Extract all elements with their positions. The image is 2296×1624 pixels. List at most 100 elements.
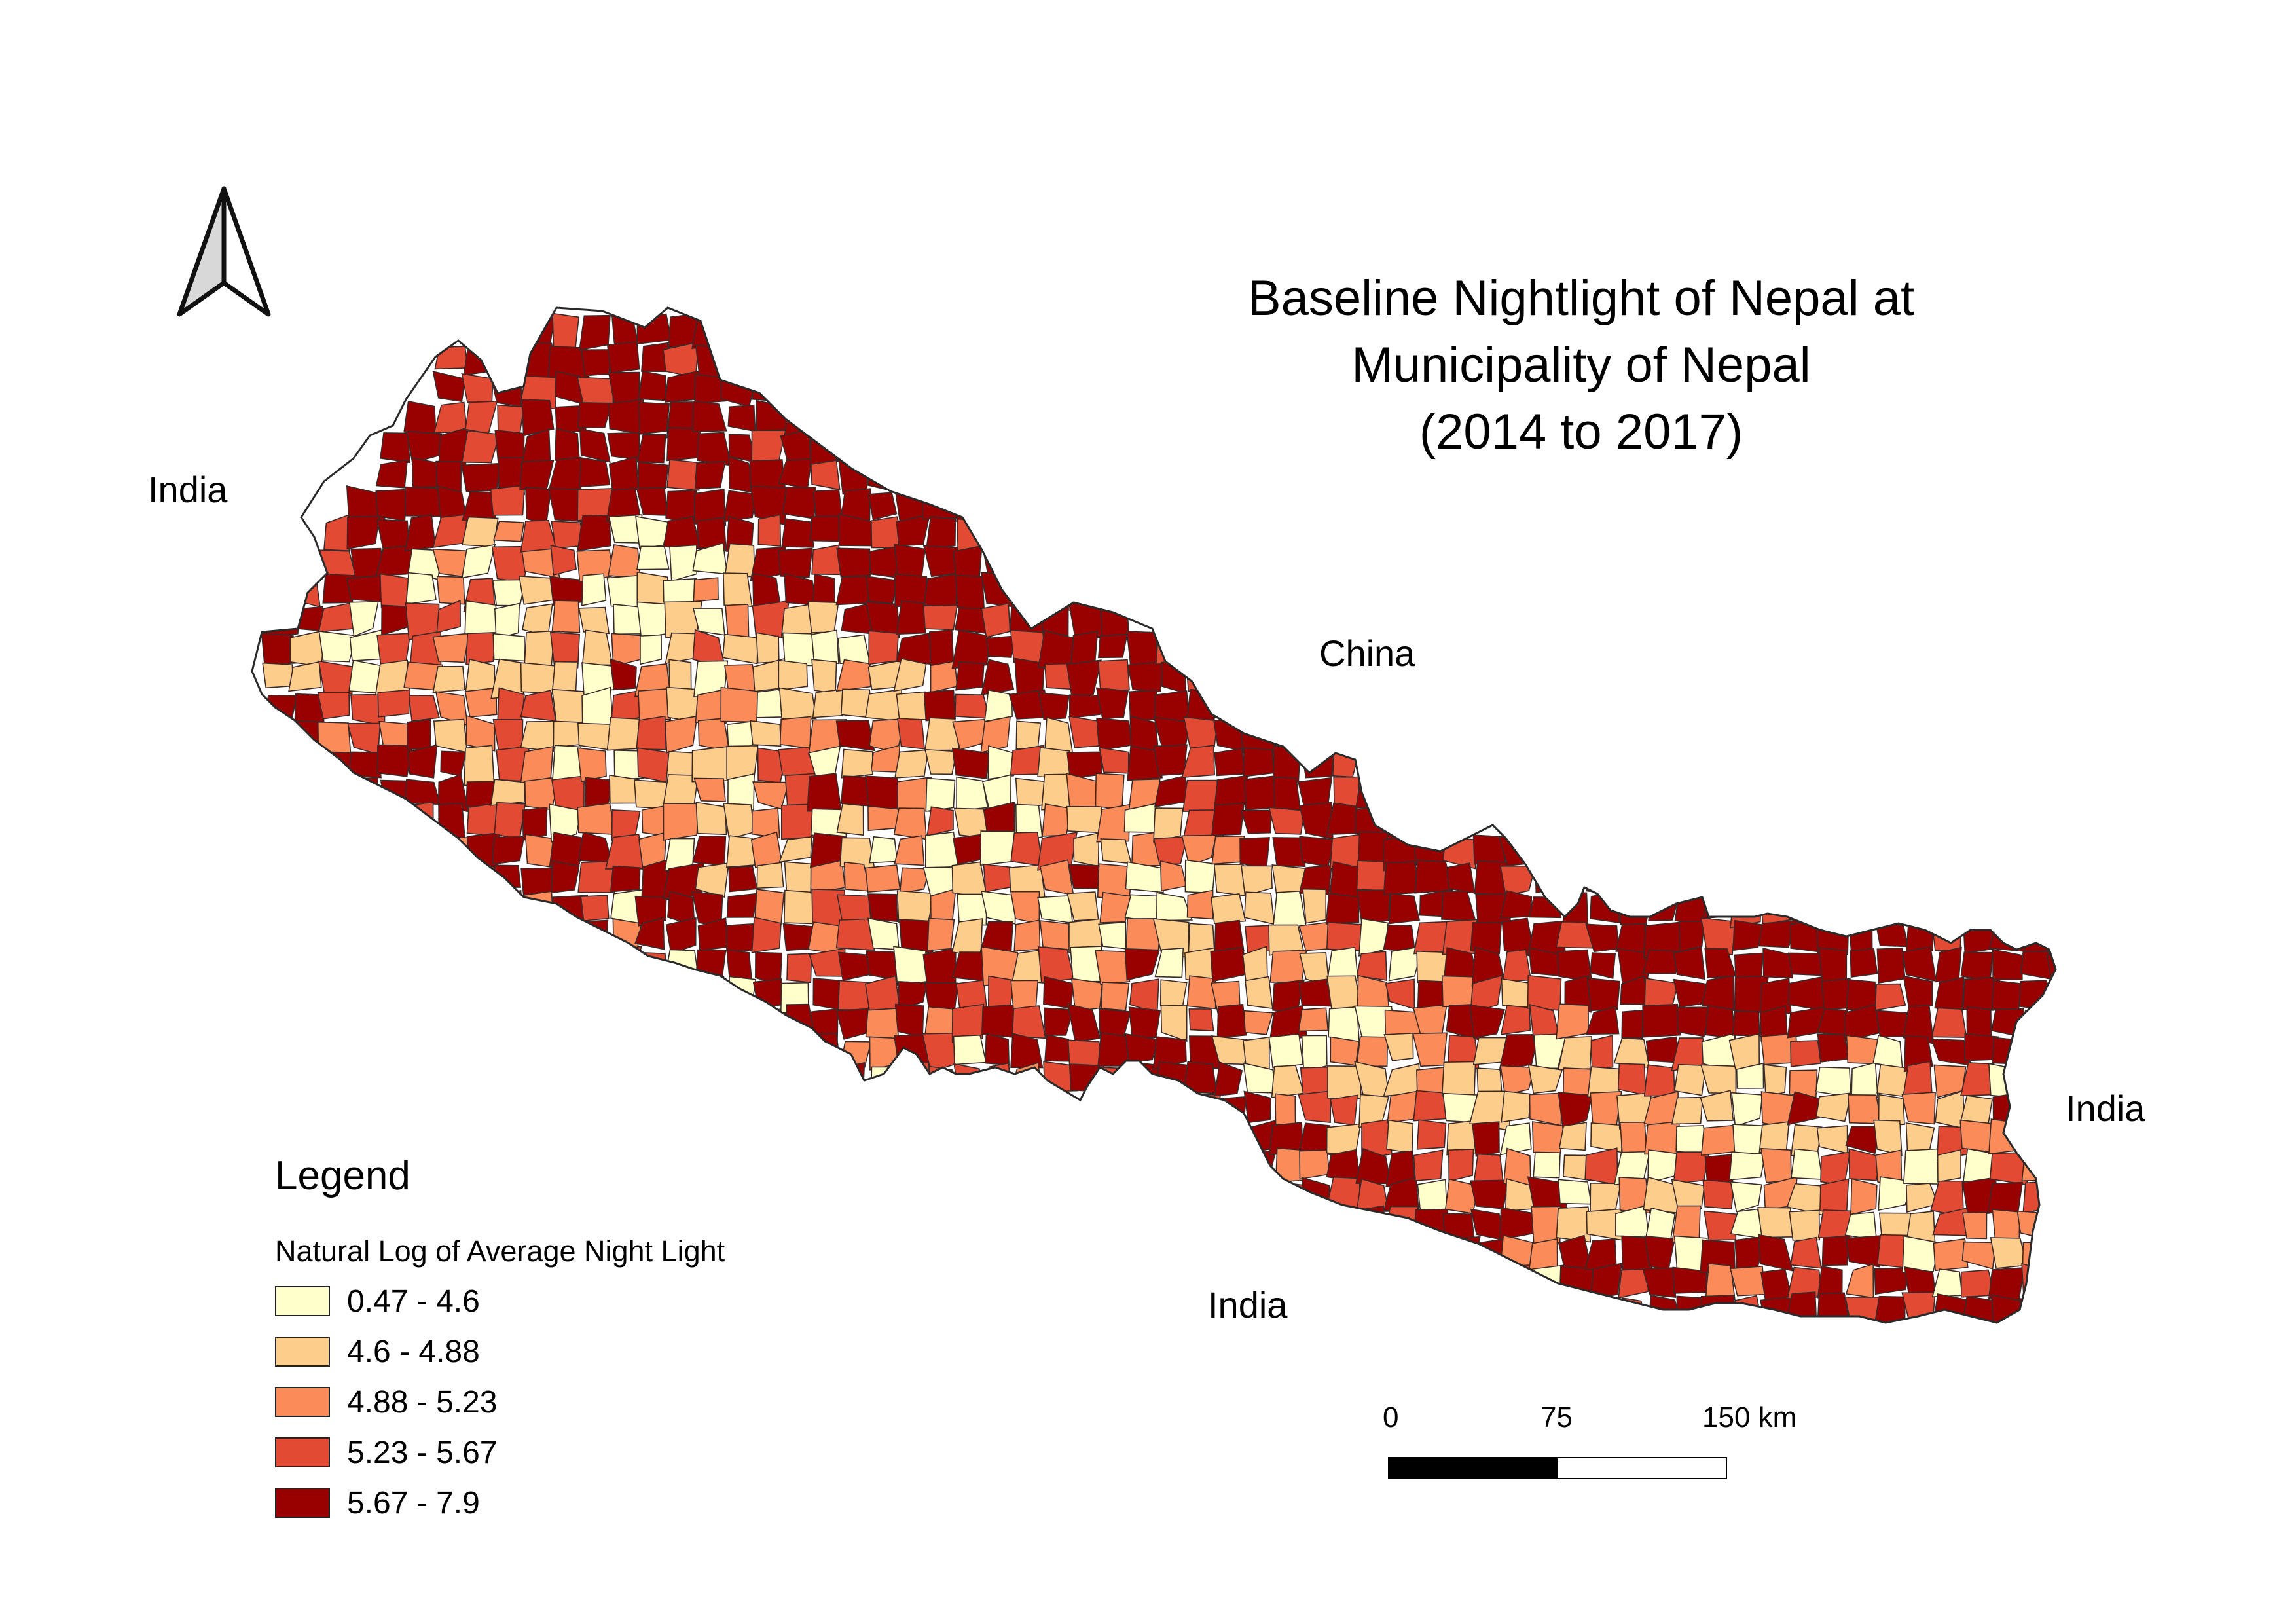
municipality-region: [1846, 1320, 1882, 1323]
municipality-region: [1298, 1090, 1332, 1124]
municipality-region: [1070, 630, 1099, 665]
municipality-region: [1732, 1010, 1760, 1037]
municipality-region: [1098, 921, 1127, 950]
municipality-region: [1069, 694, 1103, 719]
municipality-region: [1243, 1010, 1274, 1035]
municipality-region: [693, 577, 719, 602]
municipality-region: [638, 401, 670, 435]
municipality-region: [319, 549, 357, 576]
municipality-region: [1872, 1035, 1903, 1069]
municipality-region: [381, 604, 410, 637]
municipality-region: [666, 459, 700, 491]
municipality-region: [465, 632, 496, 665]
municipality-region: [724, 1008, 755, 1039]
municipality-region: [752, 374, 784, 402]
municipality-region: [1558, 1122, 1587, 1151]
municipality-region: [1073, 832, 1100, 867]
municipality-region: [348, 600, 379, 637]
municipality-region: [519, 460, 555, 492]
municipality-region: [981, 1004, 1015, 1038]
municipality-region: [1188, 1122, 1216, 1156]
municipality-region: [1558, 1092, 1593, 1130]
municipality-region: [1760, 893, 1793, 925]
municipality-region: [461, 462, 501, 492]
municipality-region: [1243, 1090, 1272, 1124]
municipality-region: [1126, 631, 1158, 668]
municipality-region: [1181, 745, 1215, 779]
map-title: Baseline Nightlight of Nepal at Municipa…: [1113, 265, 2049, 466]
municipality-region: [1677, 1006, 1711, 1037]
legend-class-5: 5.67 - 7.9: [275, 1485, 480, 1521]
municipality-region: [1412, 1241, 1448, 1273]
municipality-region: [1673, 978, 1707, 1008]
municipality-region: [432, 633, 470, 663]
municipality-region: [1848, 1148, 1882, 1181]
municipality-region: [835, 918, 875, 951]
municipality-region: [1931, 1007, 1967, 1038]
municipality-region: [520, 690, 556, 722]
municipality-region: [1095, 687, 1129, 720]
municipality-region: [1473, 1153, 1504, 1185]
municipality-region: [1642, 1003, 1682, 1038]
municipality-region: [720, 686, 760, 723]
municipality-region: [1992, 949, 2023, 980]
municipality-region: [578, 606, 610, 635]
municipality-region: [778, 458, 812, 489]
municipality-region: [607, 432, 640, 461]
municipality-region: [1186, 889, 1214, 920]
municipality-region: [1356, 951, 1387, 981]
municipality-region: [898, 981, 928, 1011]
municipality-region: [1499, 1122, 1532, 1156]
municipality-region: [924, 748, 957, 775]
municipality-region: [492, 836, 525, 865]
municipality-region: [492, 633, 525, 662]
municipality-region: [1128, 1006, 1161, 1039]
municipality-region: [896, 600, 926, 635]
municipality-region: [432, 513, 468, 548]
municipality-region: [1642, 1267, 1677, 1298]
municipality-region: [1153, 807, 1184, 843]
municipality-region: [1011, 1005, 1046, 1039]
municipality-region: [780, 1039, 816, 1063]
municipality-region: [1183, 716, 1218, 750]
municipality-region: [1933, 1238, 1969, 1272]
municipality-region: [1671, 1179, 1705, 1209]
scale-label-0: 0: [1383, 1401, 1399, 1433]
municipality-region: [810, 460, 841, 490]
municipality-region: [1902, 946, 1937, 982]
municipality-region: [462, 315, 496, 350]
municipality-region: [1644, 1235, 1675, 1272]
municipality-region: [1531, 1121, 1565, 1155]
municipality-region: [252, 1035, 264, 1068]
municipality-region: [782, 632, 817, 667]
municipality-region: [865, 1008, 900, 1040]
legend-label: 5.67 - 7.9: [347, 1485, 480, 1521]
municipality-region: [2022, 1063, 2056, 1093]
municipality-region: [1043, 976, 1075, 1009]
municipality-region: [1068, 572, 1099, 607]
municipality-region: [1301, 1035, 1328, 1073]
municipality-region: [347, 751, 382, 779]
municipality-region: [578, 947, 614, 984]
municipality-region: [951, 629, 991, 669]
municipality-region: [1154, 948, 1184, 978]
municipality-region: [778, 836, 812, 863]
municipality-region: [1816, 1320, 1851, 1323]
legend-swatch: [275, 1437, 330, 1467]
municipality-region: [2049, 1267, 2056, 1296]
municipality-region: [461, 516, 499, 547]
municipality-region: [951, 918, 983, 957]
municipality-region: [724, 543, 756, 578]
municipality-region: [951, 951, 987, 982]
municipality-region: [1845, 1263, 1874, 1299]
municipality-region: [693, 489, 727, 526]
municipality-region: [1731, 1092, 1763, 1127]
municipality-region: [893, 946, 930, 987]
municipality-region: [1873, 1119, 1903, 1156]
municipality-region: [751, 917, 782, 953]
municipality-region: [867, 917, 900, 951]
municipality-region: [1563, 1295, 1594, 1323]
municipality-region: [1385, 775, 1417, 811]
municipality-region: [924, 831, 960, 868]
municipality-region: [723, 803, 756, 840]
